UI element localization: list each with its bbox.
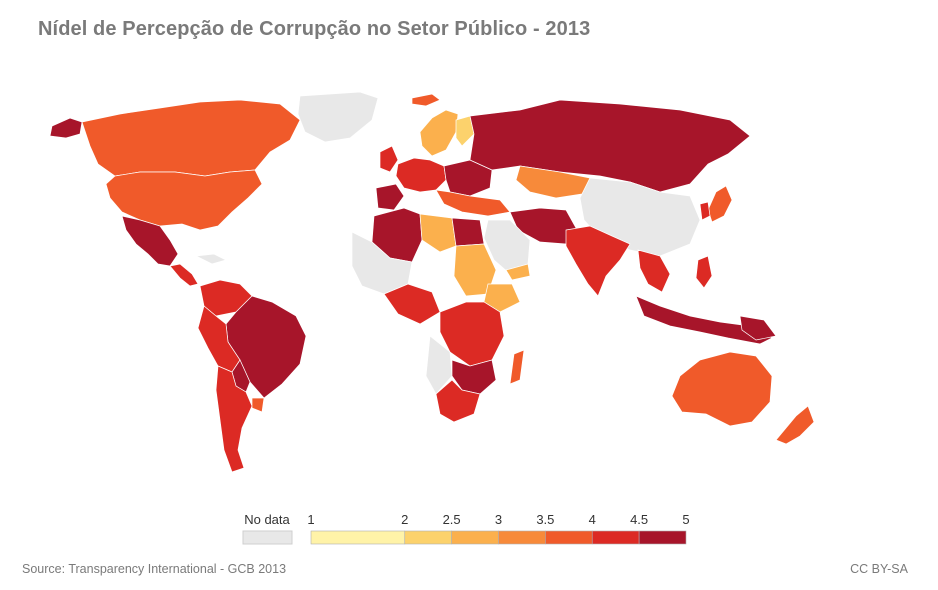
region-southern-africa[interactable] bbox=[451, 359, 497, 395]
legend-bin-4 bbox=[545, 530, 593, 545]
region-new-zealand[interactable] bbox=[775, 405, 815, 445]
legend-no-data-label: No data bbox=[244, 512, 290, 527]
legend-tick-0: 1 bbox=[307, 512, 314, 527]
region-caribbean[interactable] bbox=[194, 253, 227, 265]
region-papua-new-guinea[interactable] bbox=[739, 315, 777, 341]
region-southeast-asia[interactable] bbox=[637, 249, 671, 293]
region-iberia[interactable] bbox=[375, 183, 405, 211]
region-south-africa[interactable] bbox=[435, 379, 481, 423]
legend-tick-3: 3 bbox=[495, 512, 502, 527]
region-central-america[interactable] bbox=[169, 263, 199, 287]
region-yemen[interactable] bbox=[505, 263, 531, 281]
legend-tick-1: 2 bbox=[401, 512, 408, 527]
legend-bin-3 bbox=[498, 530, 546, 545]
region-russia[interactable] bbox=[469, 99, 751, 193]
region-iceland[interactable] bbox=[411, 93, 441, 107]
legend-tick-4: 3.5 bbox=[536, 512, 554, 527]
region-scandinavia[interactable] bbox=[419, 109, 459, 157]
legend-bin-1 bbox=[404, 530, 452, 545]
region-indonesia[interactable] bbox=[635, 295, 773, 345]
region-uk-ireland[interactable] bbox=[379, 145, 399, 173]
region-egypt[interactable] bbox=[451, 217, 485, 247]
region-western-europe[interactable] bbox=[395, 157, 447, 193]
region-philippines[interactable] bbox=[695, 255, 713, 289]
region-madagascar[interactable] bbox=[509, 349, 525, 385]
region-india[interactable] bbox=[565, 225, 631, 297]
world-choropleth-map bbox=[49, 91, 815, 473]
map-title: Nídel de Percepção de Corrupção no Setor… bbox=[38, 18, 591, 40]
region-central-africa[interactable] bbox=[439, 301, 505, 367]
license-note: CC BY-SA bbox=[850, 562, 908, 576]
legend-bin-2 bbox=[451, 530, 499, 545]
legend-tick-6: 4.5 bbox=[630, 512, 648, 527]
region-ethiopia[interactable] bbox=[483, 283, 521, 313]
region-argentina-chile[interactable] bbox=[215, 365, 253, 473]
legend-tick-7: 5 bbox=[682, 512, 689, 527]
region-australia[interactable] bbox=[671, 351, 773, 427]
legend-bin-0 bbox=[310, 530, 406, 545]
legend-tick-2: 2.5 bbox=[443, 512, 461, 527]
legend-bin-6 bbox=[638, 530, 687, 545]
region-usa[interactable] bbox=[105, 169, 263, 231]
region-finland[interactable] bbox=[455, 115, 475, 147]
region-korea[interactable] bbox=[699, 201, 711, 221]
region-greenland[interactable] bbox=[297, 91, 379, 143]
region-kazakhstan[interactable] bbox=[515, 165, 591, 199]
region-japan[interactable] bbox=[707, 185, 733, 223]
region-libya[interactable] bbox=[419, 213, 457, 253]
region-uruguay[interactable] bbox=[251, 397, 265, 413]
region-angola[interactable] bbox=[425, 335, 453, 395]
legend-bin-5 bbox=[591, 530, 640, 545]
legend-tick-5: 4 bbox=[589, 512, 596, 527]
legend-tick-labels: 1 2 2.5 3 3.5 4 4.5 5 bbox=[307, 512, 689, 527]
legend-color-bins bbox=[310, 530, 687, 545]
legend-no-data-swatch bbox=[242, 530, 293, 545]
source-note: Source: Transparency International - GCB… bbox=[22, 562, 287, 576]
region-alaska[interactable] bbox=[49, 117, 83, 139]
region-canada[interactable] bbox=[81, 99, 301, 177]
